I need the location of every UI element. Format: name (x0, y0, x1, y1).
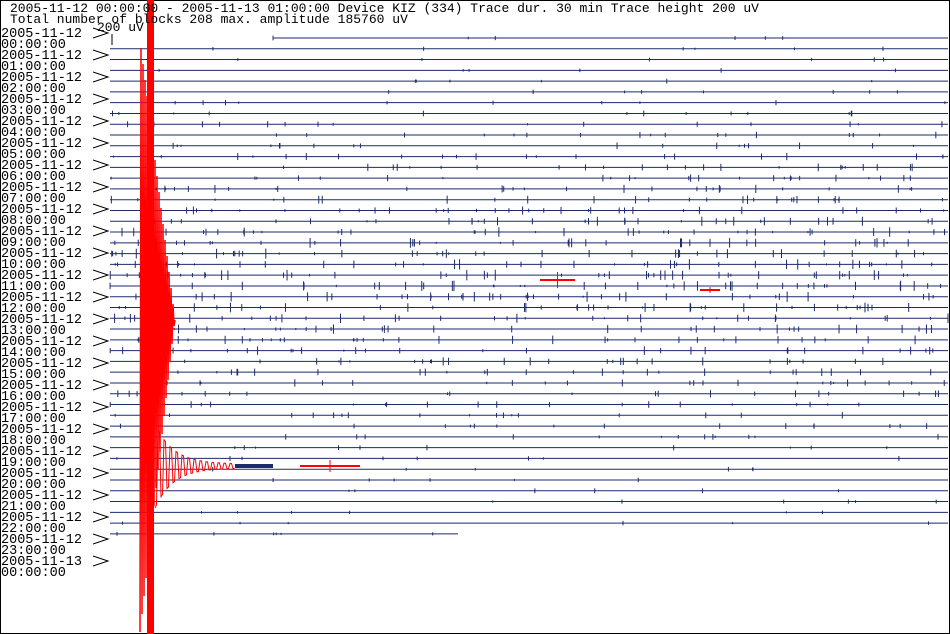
row-time: 19:00:00 (1, 456, 66, 471)
row-arrow (92, 489, 110, 501)
row-date: 2005-11-12 (1, 313, 82, 328)
row-date: 2005-11-13 (1, 555, 82, 570)
row-arrow (92, 181, 110, 193)
row-time: 09:00:00 (1, 236, 66, 251)
row-time: 10:00:00 (1, 258, 66, 273)
row-date: 2005-11-12 (1, 269, 82, 284)
row-arrow (92, 137, 110, 149)
row-time: 06:00:00 (1, 170, 66, 185)
row-date: 2005-11-12 (1, 533, 82, 548)
row-date: 2005-11-12 (1, 489, 82, 504)
row-date: 2005-11-12 (1, 423, 82, 438)
row-date: 2005-11-12 (1, 335, 82, 350)
row-arrow (92, 291, 110, 303)
row-arrow (92, 379, 110, 391)
row-arrow (92, 555, 110, 567)
row-time: 17:00:00 (1, 412, 66, 427)
row-arrow (92, 115, 110, 127)
row-arrow (92, 27, 110, 39)
row-date: 2005-11-12 (1, 225, 82, 240)
row-time: 23:00:00 (1, 544, 66, 559)
row-date: 2005-11-12 (1, 203, 82, 218)
row-date: 2005-11-12 (1, 291, 82, 306)
row-time: 15:00:00 (1, 368, 66, 383)
row-time: 03:00:00 (1, 104, 66, 119)
row-time: 20:00:00 (1, 478, 66, 493)
row-time: 02:00:00 (1, 82, 66, 97)
row-date: 2005-11-12 (1, 357, 82, 372)
row-arrow (92, 225, 110, 237)
row-date: 2005-11-12 (1, 93, 82, 108)
header-line-1: 2005-11-12 00:00:00 - 2005-11-13 01:00:0… (10, 1, 759, 16)
row-date: 2005-11-12 (1, 71, 82, 86)
quake-coda (154, 428, 235, 509)
row-arrow (92, 313, 110, 325)
row-arrow (92, 203, 110, 215)
row-date: 2005-11-12 (1, 247, 82, 262)
row-time: 22:00:00 (1, 522, 66, 537)
row-date: 2005-11-12 (1, 379, 82, 394)
time-labels: 2005-11-1200:00:002005-11-1201:00:002005… (1, 27, 110, 581)
row-time: 05:00:00 (1, 148, 66, 163)
row-arrow (92, 269, 110, 281)
row-date: 2005-11-12 (1, 401, 82, 416)
row-time: 11:00:00 (1, 280, 66, 295)
row-arrow (92, 49, 110, 61)
traces (109, 0, 949, 634)
row-date: 2005-11-12 (1, 445, 82, 460)
row-time: 14:00:00 (1, 346, 66, 361)
row-date: 2005-11-12 (1, 27, 82, 42)
row-arrow (92, 71, 110, 83)
row-time: 16:00:00 (1, 390, 66, 405)
row-date: 2005-11-12 (1, 137, 82, 152)
row-arrow (92, 423, 110, 435)
row-arrow (92, 159, 110, 171)
row-arrow (92, 401, 110, 413)
row-time: 00:00:00 (1, 566, 66, 581)
row-arrow (92, 335, 110, 347)
row-arrow (92, 93, 110, 105)
row-arrow (92, 357, 110, 369)
row-date: 2005-11-12 (1, 511, 82, 526)
row-time: 04:00:00 (1, 126, 66, 141)
row-time: 12:00:00 (1, 302, 66, 317)
header-line-2: Total number of blocks 208 max. amplitud… (10, 12, 408, 27)
row-arrow (92, 511, 110, 523)
row-date: 2005-11-12 (1, 181, 82, 196)
row-time: 07:00:00 (1, 192, 66, 207)
row-date: 2005-11-12 (1, 159, 82, 174)
row-arrow (92, 247, 110, 259)
row-time: 13:00:00 (1, 324, 66, 339)
row-arrow (92, 445, 110, 457)
coda-tail (235, 464, 273, 468)
row-time: 08:00:00 (1, 214, 66, 229)
row-date: 2005-11-12 (1, 467, 82, 482)
row-time: 18:00:00 (1, 434, 66, 449)
quake-body (139, 47, 176, 633)
row-date: 2005-11-12 (1, 49, 82, 64)
row-time: 21:00:00 (1, 500, 66, 515)
row-time: 01:00:00 (1, 60, 66, 75)
row-arrow (92, 533, 110, 545)
row-arrow (92, 467, 110, 479)
row-date: 2005-11-12 (1, 115, 82, 130)
row-time: 00:00:00 (1, 38, 66, 53)
scale-label: 200 uV (97, 20, 144, 35)
